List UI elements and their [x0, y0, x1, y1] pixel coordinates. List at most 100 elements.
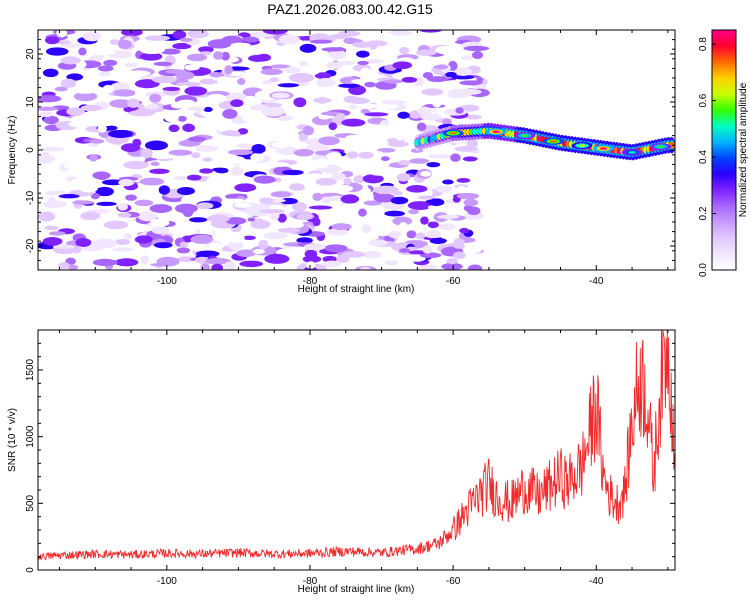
heatmap-cell — [117, 202, 128, 211]
heatmap-cell — [271, 92, 290, 99]
heatmap-cell — [168, 149, 193, 156]
heatmap-cell — [428, 154, 453, 159]
heatmap-cell — [266, 162, 290, 168]
heatmap-cell — [302, 255, 322, 263]
heatmap-cell — [331, 223, 352, 231]
heatmap-cell — [408, 255, 426, 262]
heatmap-cell — [370, 170, 389, 176]
heatmap-cell — [296, 213, 313, 221]
heatmap-cell — [318, 136, 340, 146]
heatmap-cell — [261, 106, 286, 117]
heatmap-cell — [321, 111, 342, 116]
heatmap-cell — [92, 258, 118, 267]
heatmap-cell — [40, 147, 65, 152]
heatmap-cell — [136, 40, 148, 51]
snr-x-tick-label: -60 — [446, 576, 461, 587]
heatmap-cell — [258, 239, 269, 250]
heatmap-cell — [179, 241, 189, 248]
snr-series-line — [38, 330, 675, 561]
heatmap-cell — [368, 42, 378, 50]
heatmap-cell — [398, 159, 411, 166]
heatmap-cell — [128, 110, 155, 117]
heatmap-cell — [253, 218, 265, 226]
heatmap-cell — [399, 47, 410, 55]
heatmap-cell — [140, 148, 153, 159]
heatmap-cell — [288, 221, 304, 229]
heatmap-cell — [125, 194, 137, 201]
heatmap-cell — [303, 243, 326, 251]
heatmap-cell — [356, 50, 370, 58]
heatmap-cell — [44, 36, 60, 45]
heatmap-cell — [175, 71, 195, 80]
heatmap-cell — [326, 152, 342, 160]
heatmap-cell — [220, 130, 241, 137]
heatmap-cell — [454, 67, 472, 76]
heatmap-cell — [149, 204, 173, 213]
heatmap-cell — [434, 64, 449, 70]
heatmap-cell — [140, 132, 151, 138]
heatmap-cell — [207, 214, 230, 223]
heatmap-cell — [95, 186, 114, 197]
heatmap-cell — [39, 142, 54, 148]
heatmap-cell — [67, 264, 79, 270]
heatmap-cell — [206, 176, 231, 185]
heatmap-cell — [314, 264, 327, 270]
heatmap-cell — [381, 103, 398, 110]
heatmap-cell — [384, 260, 399, 266]
heatmap-cell — [302, 125, 314, 136]
heatmap-cell — [263, 232, 288, 240]
heatmap-cell — [407, 201, 433, 210]
heatmap-cell — [406, 184, 428, 193]
heatmap-cell — [296, 237, 313, 244]
heatmap-cell — [453, 251, 466, 260]
heatmap-cell — [47, 196, 56, 204]
heatmap-cell — [381, 99, 406, 105]
heatmap-cell — [426, 161, 441, 168]
heatmap-cell — [248, 46, 257, 52]
heatmap-cell — [196, 202, 214, 210]
heatmap-cell — [330, 98, 340, 109]
colorbar-ticks: 0.0 0.2 0.4 0.6 0.8 — [698, 37, 716, 277]
heatmap-cell — [361, 224, 372, 234]
heatmap-cell — [381, 156, 390, 162]
colorbar-tick-label: 0.0 — [698, 263, 709, 277]
heatmap-cell — [71, 115, 89, 122]
heatmap-cell — [124, 62, 138, 68]
heatmap-cell — [456, 178, 471, 183]
heatmap-cell — [418, 264, 440, 270]
heatmap-cell — [208, 242, 224, 251]
heatmap-cell — [127, 98, 140, 108]
heatmap-cell — [125, 70, 151, 77]
heatmap-cell — [123, 233, 133, 240]
heatmap-cell — [250, 152, 265, 162]
heatmap-cell — [419, 30, 442, 33]
heatmap-cell — [416, 122, 427, 131]
heatmap-cell — [321, 47, 347, 52]
heatmap-cell — [459, 227, 470, 234]
spectrogram-y-tick-label: 10 — [25, 96, 36, 108]
heatmap-cell — [409, 158, 430, 164]
heatmap-cell — [269, 64, 291, 69]
heatmap-cell — [373, 193, 395, 203]
heatmap-cell — [190, 234, 214, 244]
heatmap-cell — [96, 201, 117, 207]
heatmap-cell — [312, 192, 323, 201]
heatmap-cell — [195, 145, 219, 152]
heatmap-cell — [176, 256, 196, 262]
heatmap-cell — [360, 67, 371, 77]
heatmap-cell — [429, 237, 447, 244]
heatmap-cell — [422, 72, 434, 79]
heatmap-cell — [374, 213, 384, 219]
heatmap-cell — [456, 192, 480, 200]
heatmap-cell — [199, 225, 214, 236]
heatmap-cell — [247, 217, 256, 222]
heatmap-cell — [234, 183, 257, 192]
heatmap-cell — [358, 103, 381, 109]
heatmap-cell — [313, 49, 323, 56]
heatmap-cell — [269, 77, 279, 82]
heatmap-cell — [417, 195, 436, 200]
heatmap-cell — [427, 204, 446, 210]
heatmap-cell — [291, 202, 307, 212]
heatmap-cell — [345, 134, 366, 141]
